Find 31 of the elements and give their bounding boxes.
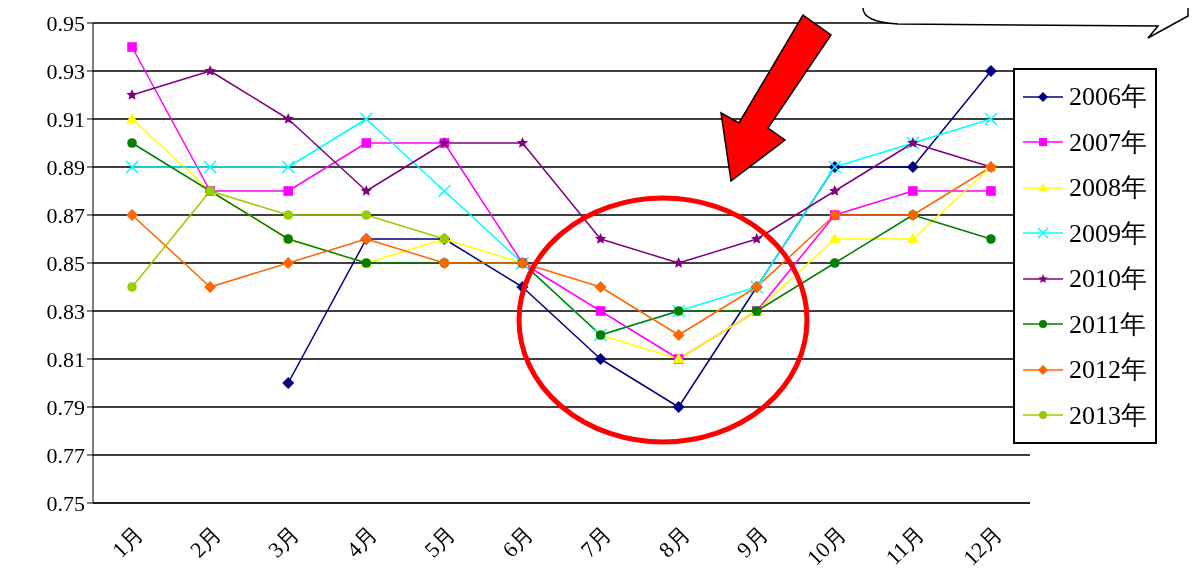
x-tick-label: 10月 bbox=[801, 521, 851, 571]
x-tick-label: 6月 bbox=[497, 521, 539, 563]
x-tick-label: 11月 bbox=[880, 521, 929, 570]
x-tick-label: 8月 bbox=[653, 521, 695, 563]
legend-label: 2011年 bbox=[1069, 308, 1147, 341]
y-tick-label: 0.89 bbox=[46, 154, 85, 180]
legend-label: 2008年 bbox=[1069, 172, 1147, 205]
y-tick-label: 0.79 bbox=[46, 394, 85, 420]
legend-label: 2013年 bbox=[1069, 399, 1147, 432]
x-tick-label: 5月 bbox=[419, 521, 461, 563]
legend-label: 2009年 bbox=[1069, 217, 1147, 250]
x-tick-label: 7月 bbox=[575, 521, 617, 563]
y-tick-label: 0.93 bbox=[46, 58, 85, 84]
legend-label: 2006年 bbox=[1069, 81, 1147, 114]
y-tick-label: 0.83 bbox=[46, 298, 85, 324]
y-tick-label: 0.95 bbox=[46, 10, 85, 36]
x-tick-label: 1月 bbox=[107, 521, 149, 563]
x-tick-label: 4月 bbox=[341, 521, 383, 563]
y-tick-label: 0.75 bbox=[46, 490, 85, 516]
legend-label: 2012年 bbox=[1069, 354, 1147, 387]
y-tick-label: 0.81 bbox=[46, 346, 85, 372]
x-tick-label: 3月 bbox=[263, 521, 305, 563]
x-tick-label: 2月 bbox=[185, 521, 227, 563]
y-tick-label: 0.85 bbox=[46, 250, 85, 276]
x-tick-label: 9月 bbox=[731, 521, 773, 563]
y-tick-label: 0.87 bbox=[46, 202, 85, 228]
x-tick-label: 12月 bbox=[958, 521, 1007, 571]
legend-label: 2007年 bbox=[1069, 126, 1147, 159]
y-tick-label: 0.91 bbox=[46, 106, 85, 132]
legend-label: 2010年 bbox=[1069, 263, 1147, 296]
y-tick-label: 0.77 bbox=[46, 442, 85, 468]
